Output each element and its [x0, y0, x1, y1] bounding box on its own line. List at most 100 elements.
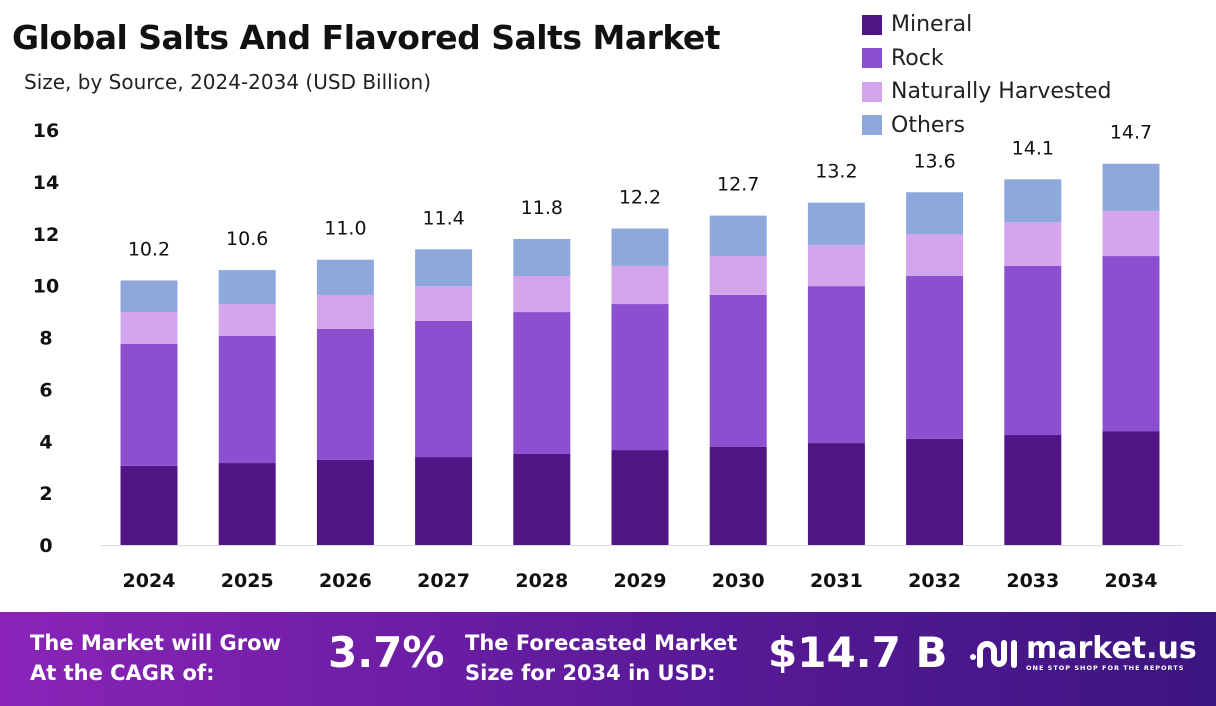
- bar-segment-rock: [120, 343, 178, 466]
- bar-segment-naturally-harvested: [316, 294, 374, 329]
- bar-segment-naturally-harvested: [1102, 210, 1160, 257]
- bar-segment-others: [316, 259, 374, 295]
- forecast-value: $14.7 B: [768, 628, 948, 677]
- bar-segment-others: [1004, 179, 1062, 223]
- forecast-label: The Forecasted Market Size for 2034 in U…: [465, 628, 737, 688]
- bar-segment-mineral: [513, 453, 571, 545]
- bar-segment-others: [807, 202, 865, 245]
- stacked-bar-chart: 0 2 4 6 8 10 12 14 16 10.2 2024 10.6 2025 11.0 2026 11.…: [33, 120, 1182, 592]
- y-tick-label: 12: [33, 224, 59, 246]
- bar-segment-rock: [316, 328, 374, 460]
- total-data-label: 12.7: [717, 174, 759, 196]
- bar-segment-mineral: [1004, 435, 1062, 545]
- y-tick-label: 4: [39, 431, 52, 453]
- bar-segment-rock: [709, 294, 767, 447]
- total-data-label: 11.0: [324, 218, 366, 240]
- x-tick-label: 2028: [515, 570, 568, 592]
- forecast-label-line1: The Forecasted Market: [465, 631, 738, 655]
- x-tick-label: 2029: [614, 570, 667, 592]
- x-tick-label: 2032: [908, 570, 961, 592]
- bar-segment-others: [218, 270, 276, 305]
- legend-swatch: [862, 14, 882, 35]
- x-tick-label: 2033: [1006, 570, 1059, 592]
- bar-segment-rock: [807, 286, 865, 444]
- bar-segment-mineral: [415, 457, 473, 545]
- total-data-label: 13.2: [815, 161, 857, 183]
- total-data-label: 14.1: [1012, 137, 1054, 159]
- total-data-label: 11.4: [422, 207, 464, 229]
- logo-tagline: ONE STOP SHOP FOR THE REPORTS: [1026, 664, 1185, 672]
- bar-segment-rock: [1102, 256, 1160, 432]
- y-tick-label: 16: [33, 120, 59, 142]
- bar-segment-naturally-harvested: [1004, 222, 1062, 266]
- bar-segment-mineral: [906, 438, 964, 545]
- x-tick-label: 2026: [319, 570, 372, 592]
- logo-icon: [970, 640, 1017, 668]
- legend-item: Rock: [862, 42, 1111, 76]
- legend-label: Rock: [891, 45, 944, 71]
- footer-banner: The Market will Grow At the CAGR of: 3.7…: [0, 612, 1216, 706]
- bar-segment-naturally-harvested: [218, 304, 276, 336]
- legend: Mineral Rock Naturally Harvested Others: [862, 8, 1111, 142]
- chart-title: Global Salts And Flavored Salts Market: [12, 18, 721, 57]
- bar-segment-others: [415, 249, 473, 287]
- bar-segment-mineral: [807, 443, 865, 545]
- x-tick-label: 2027: [417, 570, 470, 592]
- bar-segment-mineral: [611, 450, 669, 545]
- legend-swatch: [862, 115, 882, 136]
- legend-swatch: [862, 81, 882, 102]
- x-tick-label: 2031: [810, 570, 863, 592]
- market-us-logo: market.us ONE STOP SHOP FOR THE REPORTS: [968, 634, 1197, 672]
- cagr-label-line1: The Market will Grow: [30, 631, 281, 655]
- total-data-label: 11.8: [521, 197, 563, 219]
- legend-label: Mineral: [891, 12, 973, 38]
- bar-segment-naturally-harvested: [807, 244, 865, 287]
- x-tick-label: 2034: [1105, 570, 1158, 592]
- bar-segment-others: [906, 192, 964, 235]
- legend-swatch: [862, 48, 882, 69]
- bar-segment-naturally-harvested: [513, 276, 571, 313]
- logo-text: market.us: [1026, 631, 1197, 666]
- legend-label: Naturally Harvested: [891, 79, 1112, 105]
- y-tick-label: 6: [39, 379, 52, 401]
- chart-subtitle: Size, by Source, 2024-2034 (USD Billion): [24, 70, 431, 94]
- bar-segment-others: [611, 228, 669, 266]
- y-tick-label: 2: [39, 483, 52, 505]
- bar-segment-rock: [218, 335, 276, 464]
- legend-label: Others: [891, 112, 965, 138]
- cagr-label-line2: At the CAGR of:: [30, 661, 215, 685]
- total-data-label: 13.6: [913, 150, 955, 172]
- y-tick-label: 0: [39, 535, 52, 557]
- legend-item: Mineral: [862, 8, 1111, 42]
- bar-segment-rock: [611, 304, 669, 451]
- legend-item: Naturally Harvested: [862, 75, 1111, 109]
- legend-item: Others: [862, 109, 1111, 143]
- bar-segment-mineral: [120, 465, 178, 545]
- x-tick-label: 2030: [712, 570, 765, 592]
- bar-segment-naturally-harvested: [709, 256, 767, 295]
- cagr-label: The Market will Grow At the CAGR of:: [30, 628, 281, 688]
- bar-segment-naturally-harvested: [611, 265, 669, 305]
- bar-segment-naturally-harvested: [906, 234, 964, 277]
- forecast-label-line2: Size for 2034 in USD:: [465, 661, 716, 685]
- x-tick-label: 2025: [221, 570, 274, 592]
- bar-segment-others: [120, 280, 178, 313]
- bar-segment-mineral: [1102, 431, 1160, 545]
- total-data-label: 10.2: [128, 238, 170, 260]
- bar-segment-rock: [513, 312, 571, 454]
- bar-segment-others: [709, 215, 767, 257]
- bar-segment-naturally-harvested: [415, 286, 473, 321]
- cagr-value: 3.7%: [328, 628, 445, 677]
- bar-segment-others: [1102, 163, 1160, 211]
- bar-segment-mineral: [218, 463, 276, 545]
- bar-segment-rock: [415, 320, 473, 458]
- y-tick-label: 8: [39, 328, 52, 350]
- bar-segment-rock: [906, 276, 964, 439]
- y-tick-label: 14: [33, 172, 59, 194]
- bar-segment-others: [513, 238, 571, 277]
- bar-segment-naturally-harvested: [120, 312, 178, 344]
- total-data-label: 10.6: [226, 228, 268, 250]
- bar-segment-rock: [1004, 265, 1062, 436]
- total-data-label: 12.2: [619, 187, 661, 209]
- y-tick-label: 10: [33, 276, 59, 298]
